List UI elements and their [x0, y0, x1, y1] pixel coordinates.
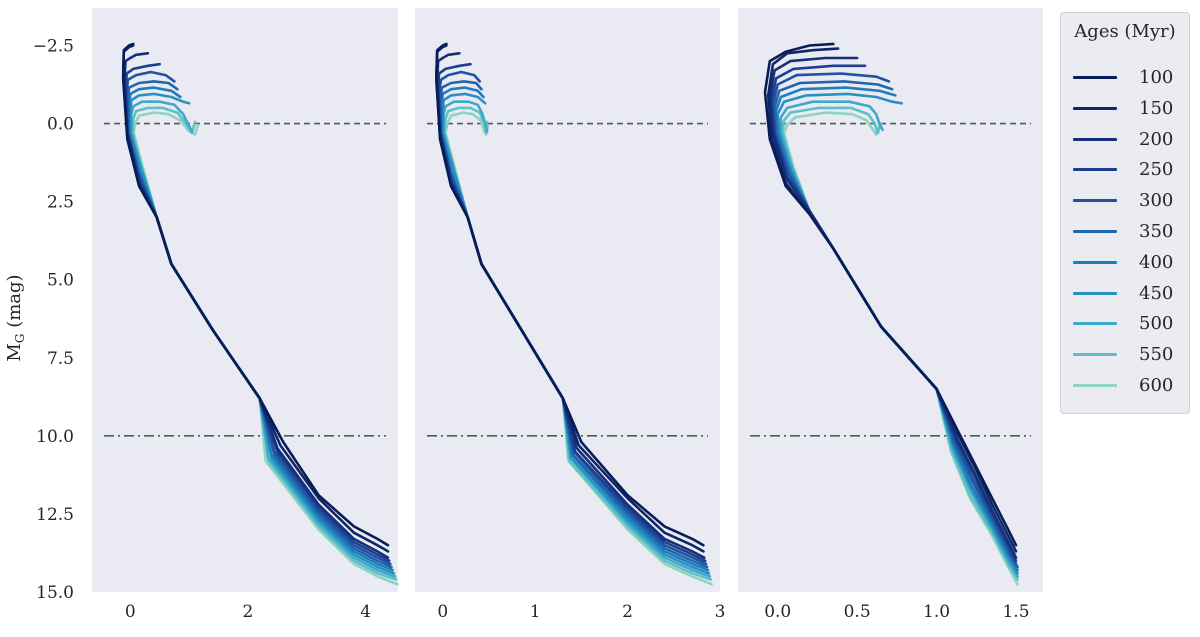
panels: 0 2 4−2.50.02.55.07.510.012.515.00 1 2 3 0.0 0.…	[33, 8, 1043, 622]
legend-swatch	[1073, 384, 1117, 387]
legend-label: 600	[1139, 375, 1174, 396]
legend-item-350: 350	[1073, 221, 1185, 242]
legend-swatch	[1073, 76, 1117, 79]
x-tick-label: 2	[622, 602, 633, 622]
legend-label: 100	[1139, 67, 1174, 88]
y-tick-label: 15.0	[36, 583, 74, 603]
legend-label: 200	[1139, 128, 1174, 150]
panel-left: 0 2 4 −2.5 0.0 2.5 5.0 7.5 10.0 12.5 15.0	[33, 8, 399, 622]
y-tick-label: 7.5	[47, 349, 74, 369]
legend-swatch	[1073, 199, 1117, 203]
y-tick-label: 10.0	[36, 427, 74, 447]
series-line-600	[782, 111, 1019, 586]
series-line-100	[435, 42, 705, 547]
series-line-450	[441, 92, 711, 575]
x-tick-label: 4	[360, 602, 371, 622]
legend-title: Ages (Myr)	[1074, 21, 1176, 42]
y-tick-label: 0.0	[47, 115, 74, 135]
legend-swatch	[1073, 322, 1117, 326]
plot-area	[415, 8, 720, 592]
x-tick-label: 1.5	[1002, 602, 1029, 622]
legend-swatch	[1073, 260, 1117, 264]
x-tick-label: 2	[243, 602, 254, 622]
x-tick-label: 0	[125, 602, 136, 622]
legend-label: 250	[1139, 159, 1174, 181]
panel-right: 0.0 0.5 1.0 1.5	[738, 8, 1043, 622]
legend-item-550: 550	[1073, 344, 1185, 366]
legend-item-450: 450	[1073, 282, 1185, 304]
plot-area	[738, 8, 1043, 592]
y-axis-label: MG (mag)	[4, 274, 27, 361]
panel-middle: 0 1 2 3	[415, 8, 725, 622]
series-line-500	[779, 100, 1019, 578]
legend-label: 150	[1139, 97, 1174, 119]
x-tick-label: 0	[437, 602, 448, 622]
legend-item-500: 500	[1073, 313, 1185, 335]
legend-label: 400	[1139, 251, 1174, 273]
y-tick-label: 2.5	[47, 193, 74, 213]
legend-item-150: 150	[1073, 97, 1185, 119]
legend-label: 450	[1139, 282, 1174, 304]
legend-item-250: 250	[1073, 159, 1185, 181]
series-line-450	[129, 92, 396, 575]
series-line-100	[121, 42, 390, 547]
legend-item-600: 600	[1073, 375, 1185, 396]
legend-swatch	[1073, 353, 1117, 357]
y-tick-label: 5.0	[47, 271, 74, 291]
legend-swatch	[1073, 137, 1117, 141]
x-tick-label: 1.0	[923, 602, 950, 622]
y-tick-label: 12.5	[36, 505, 74, 525]
legend: Ages (Myr) 100 150 200 250 300 350 400 450 500 55…	[1060, 12, 1190, 414]
legend-label: 300	[1139, 190, 1174, 212]
legend-item-300: 300	[1073, 190, 1185, 212]
y-tick-label: −2.5	[33, 36, 74, 56]
x-tick-label: 1	[530, 602, 541, 622]
x-tick-label: 0.5	[844, 602, 871, 622]
legend-item-100: 100	[1073, 67, 1185, 88]
legend-swatch	[1073, 291, 1117, 295]
legend-item-400: 400	[1073, 251, 1185, 273]
series-line-100	[763, 42, 1018, 547]
legend-label: 550	[1139, 344, 1174, 366]
legend-swatch	[1073, 168, 1117, 172]
plot-area	[92, 8, 398, 592]
legend-swatch	[1073, 106, 1117, 110]
x-tick-label: 0.0	[764, 602, 791, 622]
legend-label: 350	[1139, 221, 1174, 242]
legend-label: 500	[1139, 313, 1174, 335]
legend-swatch	[1073, 230, 1117, 233]
legend-item-200: 200	[1073, 128, 1185, 150]
x-tick-label: 3	[715, 602, 726, 622]
